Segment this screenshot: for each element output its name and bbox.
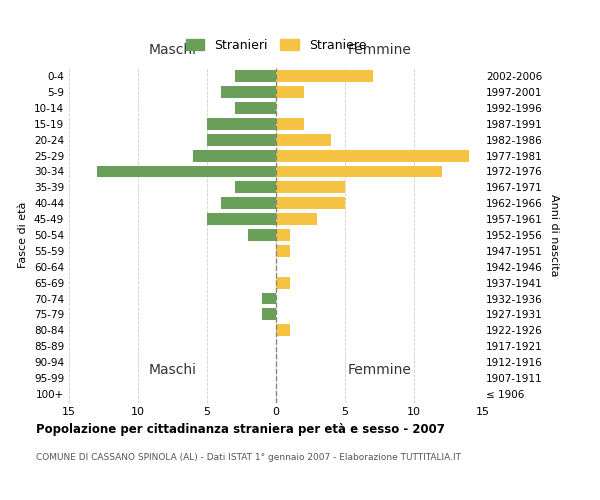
Bar bbox=[276, 245, 290, 257]
Text: Popolazione per cittadinanza straniera per età e sesso - 2007: Popolazione per cittadinanza straniera p… bbox=[36, 422, 445, 436]
Bar bbox=[221, 198, 276, 209]
Bar bbox=[235, 102, 276, 114]
Bar bbox=[235, 182, 276, 194]
Y-axis label: Fasce di età: Fasce di età bbox=[19, 202, 28, 268]
Y-axis label: Anni di nascita: Anni di nascita bbox=[549, 194, 559, 276]
Bar bbox=[276, 86, 304, 98]
Text: Femmine: Femmine bbox=[347, 44, 412, 58]
Text: COMUNE DI CASSANO SPINOLA (AL) - Dati ISTAT 1° gennaio 2007 - Elaborazione TUTTI: COMUNE DI CASSANO SPINOLA (AL) - Dati IS… bbox=[36, 452, 461, 462]
Bar bbox=[207, 118, 276, 130]
Text: Maschi: Maschi bbox=[149, 364, 197, 378]
Bar bbox=[276, 324, 290, 336]
Bar bbox=[276, 182, 345, 194]
Bar bbox=[262, 308, 276, 320]
Bar bbox=[221, 86, 276, 98]
Bar bbox=[235, 70, 276, 82]
Bar bbox=[248, 229, 276, 241]
Bar bbox=[207, 134, 276, 145]
Bar bbox=[97, 166, 276, 177]
Bar bbox=[276, 213, 317, 225]
Bar bbox=[276, 166, 442, 177]
Bar bbox=[276, 118, 304, 130]
Bar bbox=[207, 213, 276, 225]
Text: Femmine: Femmine bbox=[347, 364, 412, 378]
Text: Maschi: Maschi bbox=[149, 44, 197, 58]
Bar bbox=[193, 150, 276, 162]
Bar bbox=[276, 70, 373, 82]
Bar bbox=[276, 276, 290, 288]
Bar bbox=[276, 150, 469, 162]
Bar bbox=[276, 134, 331, 145]
Bar bbox=[276, 198, 345, 209]
Bar bbox=[262, 292, 276, 304]
Legend: Stranieri, Straniere: Stranieri, Straniere bbox=[181, 34, 371, 56]
Bar bbox=[276, 229, 290, 241]
